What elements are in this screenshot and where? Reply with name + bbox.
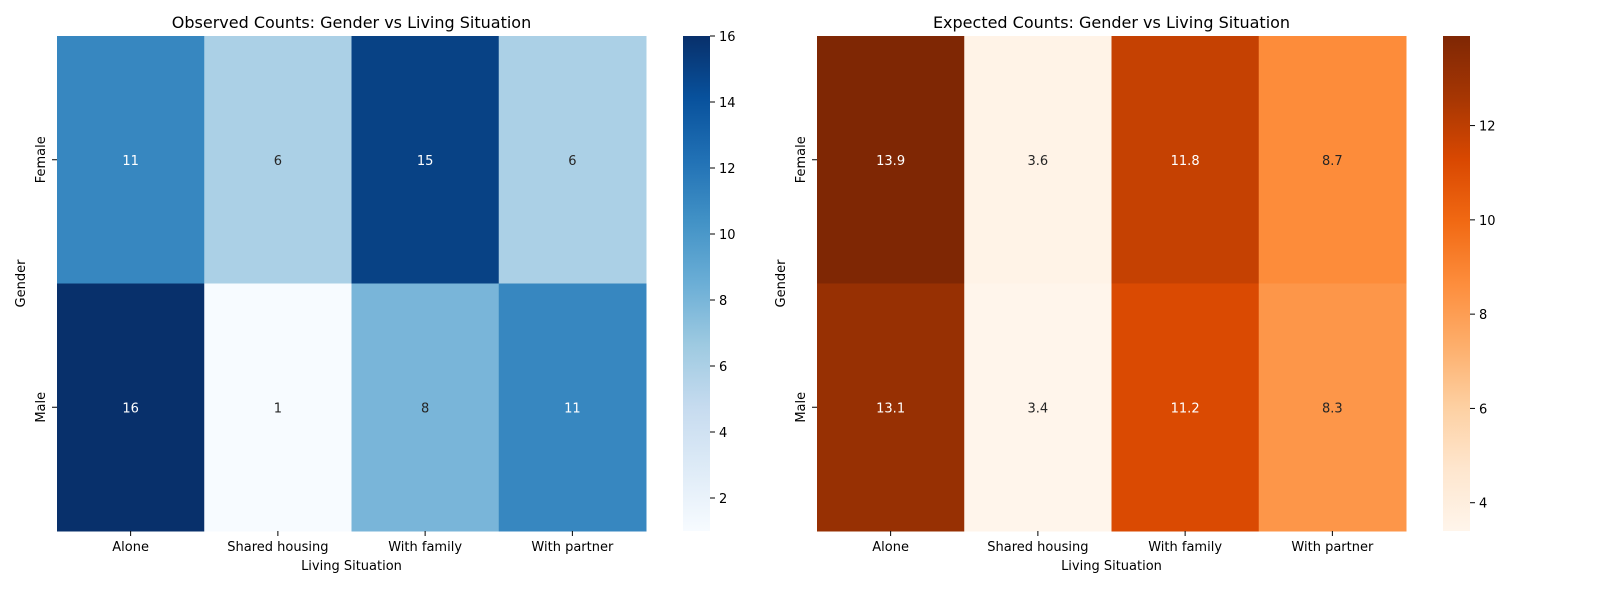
cell-value-label: 13.9	[876, 154, 905, 169]
heatmap-cell	[351, 36, 500, 284]
heatmap-cell	[1111, 283, 1260, 532]
y-tick-label: Male	[794, 392, 809, 423]
heatmap-cell	[1258, 36, 1407, 284]
x-tick-label: With family	[388, 540, 462, 555]
heatmap-cell	[964, 283, 1112, 532]
colorbar	[1443, 36, 1470, 531]
heatmap-cell	[817, 283, 965, 532]
cell-value-label: 1	[274, 401, 282, 416]
cell-value-label: 3.4	[1028, 401, 1049, 416]
colorbar-tick-label: 4	[1479, 497, 1487, 512]
colorbar-tick-label: 4	[719, 426, 727, 441]
colorbar-tick-label: 2	[719, 492, 727, 507]
colorbar-tick-label: 10	[719, 228, 736, 243]
colorbar-tick-label: 8	[719, 294, 727, 309]
colorbar	[683, 36, 710, 531]
colorbar-tick-label: 10	[1479, 214, 1496, 229]
y-tick-label: Male	[34, 392, 49, 423]
cell-value-label: 13.1	[876, 401, 905, 416]
heatmap-panel-1: Observed Counts: Gender vs Living Situat…	[14, 13, 736, 574]
cell-value-label: 16	[122, 401, 139, 416]
y-tick-label: Female	[34, 136, 49, 183]
colorbar-tick-label: 6	[1479, 402, 1487, 417]
colorbar-tick-label: 16	[719, 30, 736, 45]
heatmap-cell	[204, 36, 352, 284]
cell-value-label: 8	[421, 401, 429, 416]
x-tick-label: Alone	[112, 540, 149, 555]
cell-value-label: 8.3	[1322, 401, 1343, 416]
x-tick-label: With partner	[1291, 540, 1374, 555]
y-axis-label: Gender	[774, 259, 789, 308]
cell-value-label: 11.2	[1171, 401, 1200, 416]
cell-value-label: 3.6	[1028, 154, 1049, 169]
colorbar-tick-label: 6	[719, 360, 727, 375]
heatmap-cell	[817, 36, 965, 284]
x-axis-label: Living Situation	[1061, 559, 1162, 574]
cell-value-label: 15	[417, 154, 434, 169]
heatmap-cell	[351, 283, 500, 532]
cell-value-label: 11	[122, 154, 139, 169]
chart-title: Expected Counts: Gender vs Living Situat…	[933, 13, 1290, 32]
colorbar-tick-label: 12	[1479, 120, 1496, 135]
cell-value-label: 6	[274, 154, 282, 169]
cell-value-label: 6	[568, 154, 576, 169]
x-tick-label: Shared housing	[227, 540, 328, 555]
cell-value-label: 8.7	[1322, 154, 1343, 169]
heatmap-cell	[498, 283, 647, 532]
heatmap-cell	[204, 283, 352, 532]
heatmap-cell	[964, 36, 1112, 284]
heatmap-cell	[57, 36, 205, 284]
heatmap-cell	[57, 283, 205, 532]
chart-title: Observed Counts: Gender vs Living Situat…	[172, 13, 531, 32]
x-axis-label: Living Situation	[301, 559, 402, 574]
heatmap-cell	[498, 36, 647, 284]
heatmap-cell	[1111, 36, 1260, 284]
x-tick-label: With partner	[531, 540, 614, 555]
x-tick-label: Shared housing	[987, 540, 1088, 555]
colorbar-tick-label: 8	[1479, 308, 1487, 323]
colorbar-tick-label: 12	[719, 162, 736, 177]
heatmap-panel-2: Expected Counts: Gender vs Living Situat…	[774, 13, 1496, 574]
y-tick-label: Female	[794, 136, 809, 183]
x-tick-label: Alone	[872, 540, 909, 555]
x-tick-label: With family	[1148, 540, 1222, 555]
heatmap-cell	[1258, 283, 1407, 532]
cell-value-label: 11	[564, 401, 581, 416]
colorbar-tick-label: 14	[719, 96, 736, 111]
cell-value-label: 11.8	[1171, 154, 1200, 169]
y-axis-label: Gender	[14, 259, 29, 308]
